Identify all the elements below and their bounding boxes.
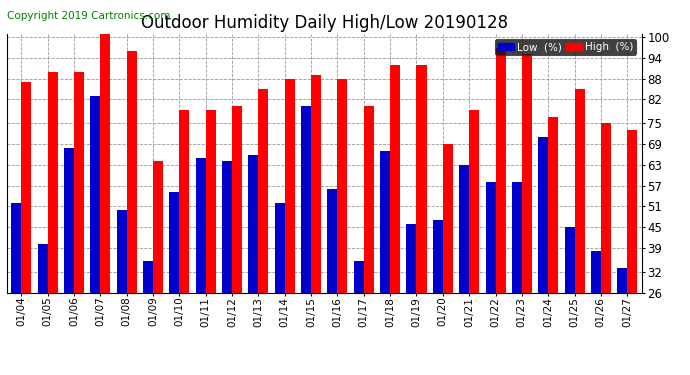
Bar: [575, 89, 584, 292]
Bar: [64, 148, 74, 292]
Bar: [380, 151, 390, 292]
Bar: [354, 261, 364, 292]
Bar: [538, 137, 548, 292]
Bar: [433, 220, 443, 292]
Bar: [275, 203, 285, 292]
Bar: [486, 182, 495, 292]
Bar: [617, 268, 627, 292]
Bar: [495, 48, 506, 292]
Bar: [74, 72, 84, 292]
Bar: [564, 227, 575, 292]
Bar: [311, 75, 321, 292]
Bar: [248, 154, 259, 292]
Bar: [328, 189, 337, 292]
Bar: [522, 54, 532, 292]
Bar: [153, 161, 163, 292]
Bar: [127, 51, 137, 292]
Bar: [601, 123, 611, 292]
Bar: [222, 161, 232, 292]
Text: Copyright 2019 Cartronics.com: Copyright 2019 Cartronics.com: [7, 11, 170, 21]
Bar: [512, 182, 522, 292]
Title: Outdoor Humidity Daily High/Low 20190128: Outdoor Humidity Daily High/Low 20190128: [141, 14, 508, 32]
Bar: [337, 79, 348, 292]
Bar: [301, 106, 311, 292]
Bar: [364, 106, 374, 292]
Bar: [21, 82, 32, 292]
Bar: [406, 224, 417, 292]
Bar: [170, 192, 179, 292]
Bar: [469, 110, 479, 292]
Bar: [417, 65, 426, 292]
Bar: [443, 144, 453, 292]
Bar: [259, 89, 268, 292]
Bar: [38, 244, 48, 292]
Bar: [390, 65, 400, 292]
Bar: [591, 251, 601, 292]
Bar: [548, 117, 558, 292]
Bar: [285, 79, 295, 292]
Bar: [232, 106, 242, 292]
Bar: [196, 158, 206, 292]
Bar: [179, 110, 190, 292]
Bar: [11, 203, 21, 292]
Legend: Low  (%), High  (%): Low (%), High (%): [495, 39, 636, 55]
Bar: [117, 210, 127, 292]
Bar: [459, 165, 469, 292]
Bar: [206, 110, 216, 292]
Bar: [48, 72, 58, 292]
Bar: [627, 130, 638, 292]
Bar: [90, 96, 101, 292]
Bar: [143, 261, 153, 292]
Bar: [101, 34, 110, 292]
